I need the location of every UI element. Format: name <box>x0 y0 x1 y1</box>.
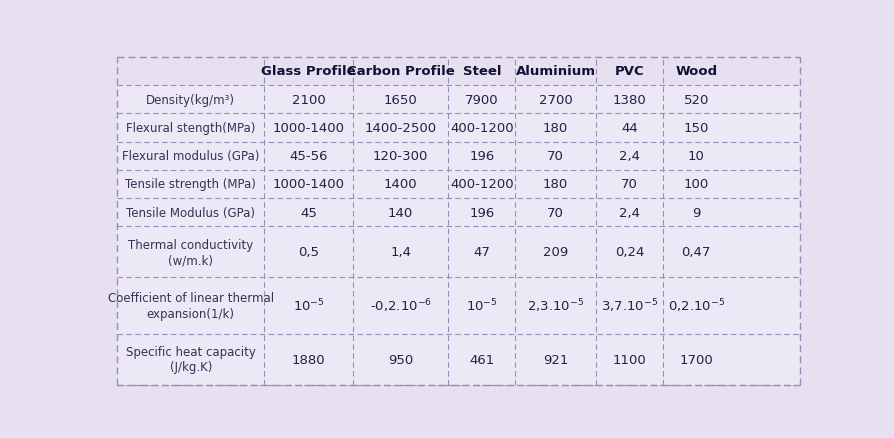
Text: 0,2.10$^{-5}$: 0,2.10$^{-5}$ <box>667 297 724 314</box>
Text: Wood: Wood <box>674 65 716 78</box>
Text: 70: 70 <box>620 178 637 191</box>
Text: PVC: PVC <box>614 65 644 78</box>
Text: 2,3.10$^{-5}$: 2,3.10$^{-5}$ <box>527 297 584 314</box>
Text: 120-300: 120-300 <box>373 150 428 163</box>
Text: 209: 209 <box>543 246 568 259</box>
Text: 1700: 1700 <box>679 353 713 366</box>
Text: 44: 44 <box>620 122 637 134</box>
Text: 3,7.10$^{-5}$: 3,7.10$^{-5}$ <box>600 297 657 314</box>
Text: Thermal conductivity
(w/m.k): Thermal conductivity (w/m.k) <box>128 238 253 266</box>
Text: 1000-1400: 1000-1400 <box>273 122 344 134</box>
Text: 10$^{-5}$: 10$^{-5}$ <box>466 297 497 314</box>
Text: 1380: 1380 <box>611 93 645 106</box>
Text: 400-1200: 400-1200 <box>450 178 513 191</box>
Text: 7900: 7900 <box>465 93 498 106</box>
Text: 950: 950 <box>388 353 413 366</box>
Text: 196: 196 <box>468 150 494 163</box>
Text: 45-56: 45-56 <box>289 150 327 163</box>
Text: Flexural stength(MPa): Flexural stength(MPa) <box>126 122 255 134</box>
Text: 100: 100 <box>683 178 708 191</box>
Text: 9: 9 <box>691 206 700 219</box>
Text: Glass Profile: Glass Profile <box>261 65 356 78</box>
Text: 1100: 1100 <box>611 353 645 366</box>
Text: 196: 196 <box>468 206 494 219</box>
Text: 921: 921 <box>543 353 568 366</box>
Text: Density(kg/m³): Density(kg/m³) <box>146 93 235 106</box>
Bar <box>117 58 799 86</box>
Text: 70: 70 <box>546 150 563 163</box>
Text: Specific heat capacity
(J/kg.K): Specific heat capacity (J/kg.K) <box>126 345 256 374</box>
Text: 10: 10 <box>687 150 704 163</box>
Text: 520: 520 <box>683 93 708 106</box>
Text: 2,4: 2,4 <box>618 150 639 163</box>
Text: Tensile Modulus (GPa): Tensile Modulus (GPa) <box>126 206 255 219</box>
Text: 180: 180 <box>543 178 568 191</box>
Text: 0,5: 0,5 <box>298 246 318 259</box>
Text: Flexural modulus (GPa): Flexural modulus (GPa) <box>122 150 259 163</box>
Text: 1650: 1650 <box>384 93 417 106</box>
Text: 45: 45 <box>299 206 316 219</box>
Text: 461: 461 <box>468 353 494 366</box>
Text: 0,47: 0,47 <box>680 246 710 259</box>
Text: 2700: 2700 <box>538 93 572 106</box>
Text: Aluminium: Aluminium <box>515 65 595 78</box>
Text: 180: 180 <box>543 122 568 134</box>
Text: Tensile strength (MPa): Tensile strength (MPa) <box>125 178 256 191</box>
Text: -0,2.10$^{-6}$: -0,2.10$^{-6}$ <box>369 297 431 314</box>
Text: Steel: Steel <box>462 65 501 78</box>
Text: Carbon Profile: Carbon Profile <box>346 65 454 78</box>
Text: 2,4: 2,4 <box>618 206 639 219</box>
Text: 1400: 1400 <box>384 178 417 191</box>
Text: 1400-2500: 1400-2500 <box>364 122 436 134</box>
Text: 1,4: 1,4 <box>390 246 410 259</box>
Text: 47: 47 <box>473 246 490 259</box>
Text: 1000-1400: 1000-1400 <box>273 178 344 191</box>
Text: 400-1200: 400-1200 <box>450 122 513 134</box>
Text: 150: 150 <box>683 122 708 134</box>
Text: 70: 70 <box>546 206 563 219</box>
Text: 0,24: 0,24 <box>614 246 644 259</box>
Text: Coefficient of linear thermal
expansion(1/k): Coefficient of linear thermal expansion(… <box>107 292 274 320</box>
Text: 1880: 1880 <box>291 353 325 366</box>
Text: 10$^{-5}$: 10$^{-5}$ <box>292 297 324 314</box>
Text: 2100: 2100 <box>291 93 325 106</box>
Text: 140: 140 <box>388 206 413 219</box>
